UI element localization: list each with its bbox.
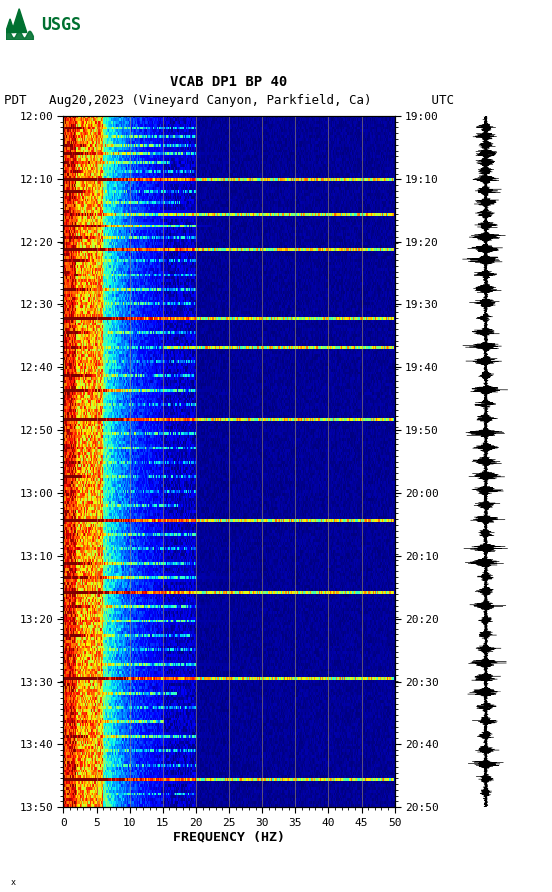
X-axis label: FREQUENCY (HZ): FREQUENCY (HZ): [173, 830, 285, 844]
Polygon shape: [12, 9, 26, 32]
Text: USGS: USGS: [41, 16, 81, 34]
Text: PDT   Aug20,2023 (Vineyard Canyon, Parkfield, Ca)        UTC: PDT Aug20,2023 (Vineyard Canyon, Parkfie…: [4, 94, 454, 107]
Text: VCAB DP1 BP 40: VCAB DP1 BP 40: [171, 75, 288, 89]
Polygon shape: [6, 19, 14, 32]
Text: x: x: [11, 878, 16, 887]
